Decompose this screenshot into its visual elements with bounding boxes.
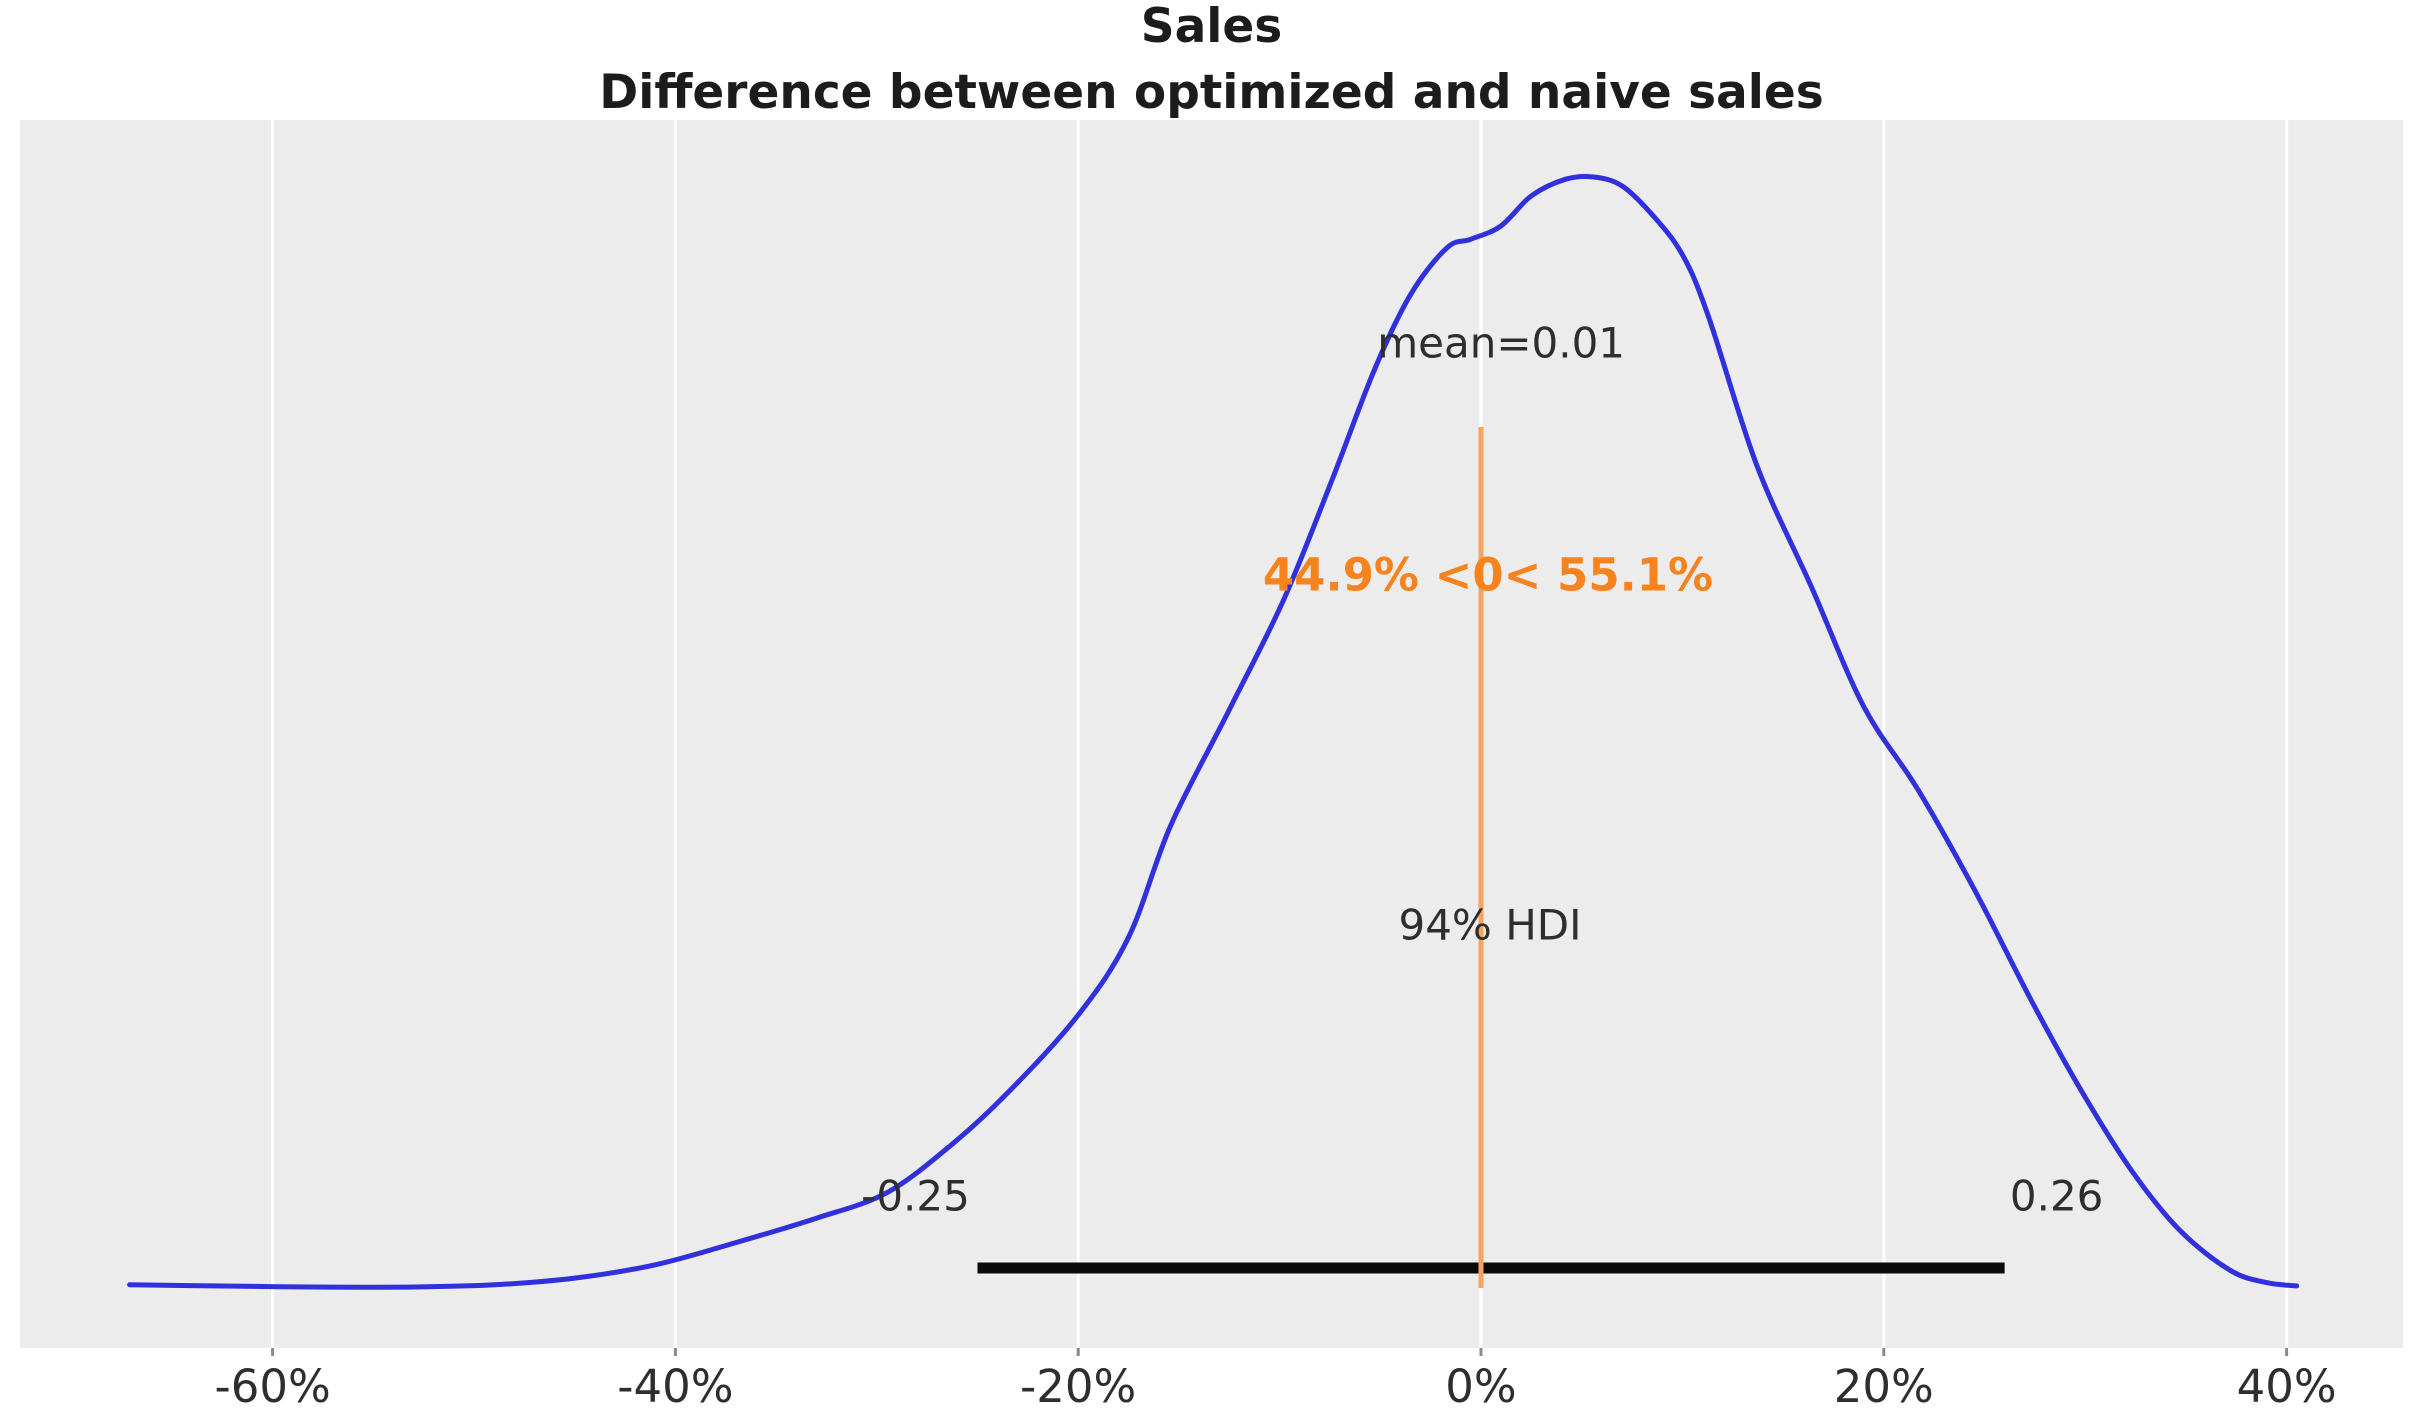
mean-annotation: mean=0.01 [1377, 318, 1626, 368]
ref-val-annotation: 44.9% <0< 55.1% [1262, 548, 1714, 602]
hdi-lower-value: -0.25 [861, 1171, 970, 1221]
chart-title: Sales [1140, 0, 1283, 54]
plot-background [20, 120, 2403, 1348]
x-tick-label: 20% [1833, 1360, 1934, 1413]
chart-title-block: Sales Difference between optimized and n… [20, 0, 2403, 126]
x-tick-label: -20% [1020, 1360, 1137, 1413]
chart-subtitle: Difference between optimized and naive s… [599, 65, 1824, 120]
x-tick-label: 40% [2236, 1360, 2337, 1413]
kde-curve [127, 173, 2300, 1290]
x-tick-label: -60% [214, 1360, 331, 1413]
x-tick-label: 0% [1445, 1360, 1517, 1413]
hdi-probability-annotation: 94% HDI [1398, 900, 1582, 950]
hdi-upper-value: 0.26 [2009, 1171, 2104, 1221]
x-tick-label: -40% [617, 1360, 734, 1413]
